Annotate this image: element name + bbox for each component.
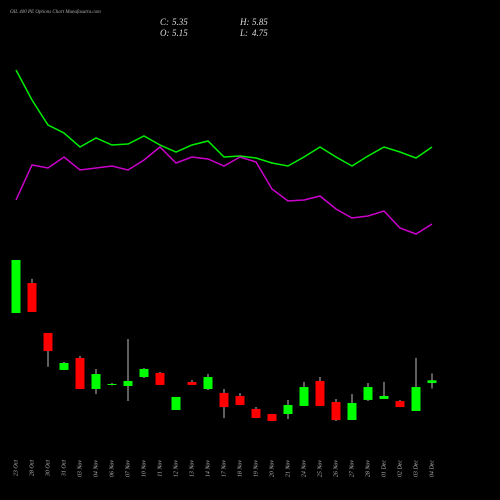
x-tick-label: 02 Dec [397, 460, 403, 477]
candle-body [331, 401, 341, 420]
x-tick-label: 28 Oct [29, 460, 35, 476]
candle-body [59, 362, 69, 370]
candle-body [251, 408, 261, 418]
x-tick-label: 26 Nov [333, 460, 339, 478]
x-tick-label: 21 Nov [285, 460, 291, 478]
candle-body [283, 404, 293, 414]
candle-body [347, 402, 357, 420]
x-tick-label: 24 Nov [300, 460, 307, 478]
candle-body [27, 283, 37, 312]
candle-body [363, 386, 373, 400]
x-tick-label: 14 Nov [204, 460, 211, 478]
candle-body [107, 383, 117, 385]
x-tick-label: 11 Nov [157, 460, 163, 477]
candle-body [91, 374, 101, 390]
candle-body [75, 357, 85, 390]
x-tick-label: 12 Nov [173, 460, 179, 478]
x-tick-label: 04 Nov [92, 460, 99, 478]
x-tick-label: 04 Dec [428, 460, 435, 477]
candle-body [299, 386, 309, 406]
x-tick-label: 03 Nov [77, 460, 83, 478]
candle-body [267, 413, 277, 421]
candle-body [155, 372, 165, 385]
candle-body [427, 380, 437, 384]
summary-value: 5.85 [252, 17, 268, 27]
x-tick-label: 07 Nov [125, 460, 131, 478]
x-tick-label: 28 Nov [365, 460, 371, 478]
x-tick-label: 13 Nov [189, 460, 195, 478]
x-tick-label: 18 Nov [237, 460, 243, 478]
candle-body [411, 386, 421, 411]
chart-title: OIL 400 PE Options Chart Munafasutra.com [10, 10, 101, 15]
candle-body [203, 377, 213, 390]
x-tick-label: 31 Oct [61, 460, 67, 477]
candle-body [395, 401, 405, 408]
x-tick-label: 17 Nov [221, 460, 227, 478]
candle-body [43, 332, 53, 351]
summary-label: O: [160, 28, 170, 38]
x-tick-label: 25 Nov [317, 460, 323, 478]
x-tick-label: 23 Oct [13, 460, 19, 476]
summary-label: C: [160, 17, 169, 27]
candle-body [171, 396, 181, 411]
candle-body [379, 395, 389, 399]
summary-label: H: [239, 17, 250, 27]
candle-body [315, 380, 325, 406]
x-tick-label: 06 Nov [109, 460, 115, 478]
x-tick-label: 20 Nov [269, 460, 275, 478]
candle-body [123, 380, 133, 387]
candle-body [139, 368, 149, 378]
indicator-line [15, 145, 433, 235]
candle-body [235, 395, 245, 405]
x-tick-label: 27 Nov [349, 460, 355, 478]
indicator-line [15, 69, 433, 167]
summary-label: L: [239, 28, 248, 38]
summary-value: 5.15 [172, 28, 188, 38]
x-tick-label: 01 Dec [381, 460, 387, 477]
summary-value: 5.35 [172, 17, 188, 27]
x-tick-label: 19 Nov [253, 460, 259, 478]
candle-body [219, 392, 229, 408]
x-tick-label: 03 Dec [413, 460, 419, 477]
candle-body [11, 259, 21, 314]
candle-body [187, 381, 197, 385]
x-tick-label: 30 Oct [45, 460, 51, 477]
x-tick-label: 10 Nov [141, 460, 147, 478]
summary-value: 4.75 [252, 28, 268, 38]
